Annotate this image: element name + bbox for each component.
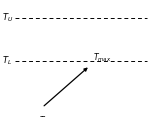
Text: $T_{min}$: $T_{min}$ [39, 115, 55, 117]
Text: $T_{max}$: $T_{max}$ [93, 52, 111, 64]
Text: $T_U$: $T_U$ [2, 11, 13, 24]
Text: $T_L$: $T_L$ [2, 55, 12, 67]
